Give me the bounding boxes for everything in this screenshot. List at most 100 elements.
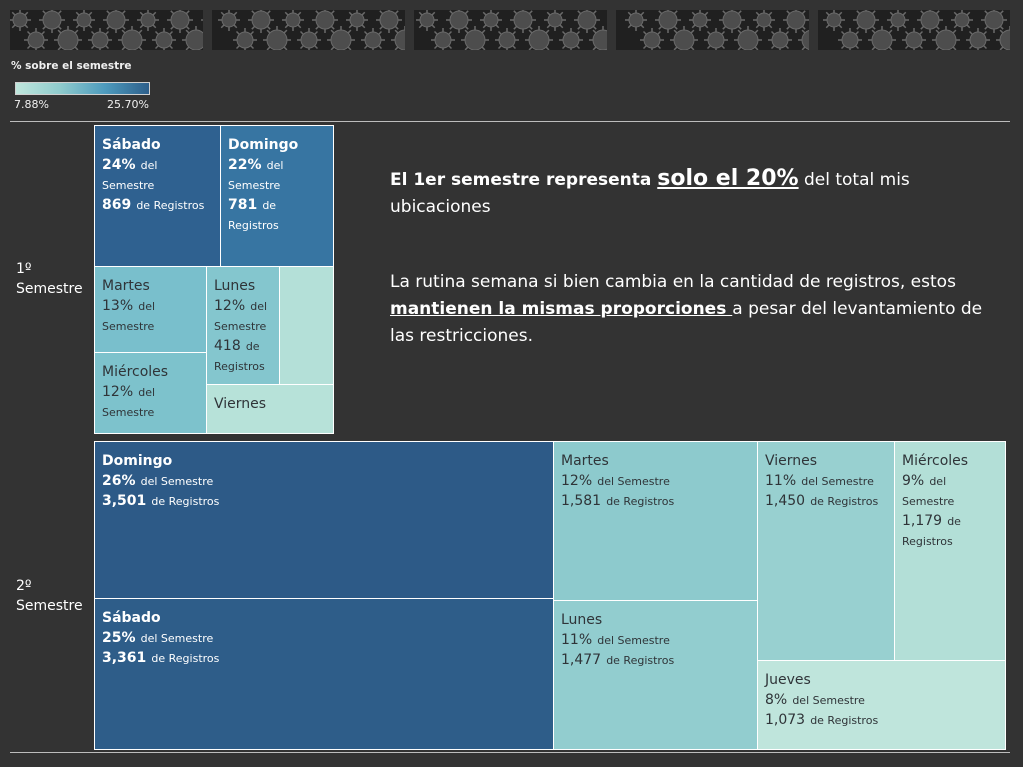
banner-image-4 — [616, 10, 809, 50]
virus-icon — [233, 28, 257, 50]
tile-pct-label: 8% — [765, 692, 788, 708]
virus-pattern-icon — [416, 10, 607, 50]
virus-icon — [263, 26, 291, 50]
row-label-semester-2: 2º Semestre — [16, 576, 83, 616]
tile-count-label: 1,179 — [902, 513, 943, 529]
tile-s1-sabado[interactable]: Sábado 24% del Semestre 869 de Registros — [94, 125, 221, 267]
virus-icon — [868, 26, 896, 50]
virus-pattern-icon — [625, 10, 809, 50]
tile-count-text: de Registros — [810, 495, 879, 508]
virus-icon — [416, 10, 438, 31]
tile-s1-viernes[interactable]: Viernes — [206, 384, 334, 434]
tile-pct-label: 24% — [102, 157, 136, 173]
virus-icon — [248, 10, 274, 33]
tile-count-label: 418 — [214, 338, 241, 354]
virus-icon — [103, 10, 129, 33]
tile-s2-miercoles[interactable]: Miércoles 9% del Semestre 1,179 de Regis… — [894, 441, 1006, 661]
tile-count-label: 781 — [228, 197, 258, 213]
tile-pct-text: del Semestre — [140, 475, 214, 488]
tile-count-label: 869 — [102, 197, 132, 213]
virus-icon — [689, 10, 711, 31]
virus-icon — [391, 26, 405, 50]
virus-icon — [981, 10, 1007, 33]
tile-s2-lunes[interactable]: Lunes 11% del Semestre 1,477 de Registro… — [553, 600, 758, 750]
legend-max-label: 25.70% — [107, 98, 149, 111]
virus-icon — [853, 10, 879, 33]
tile-pct-label: 11% — [561, 632, 593, 648]
virus-icon — [996, 26, 1010, 50]
row-label-semester-1: 1º Semestre — [16, 259, 83, 299]
virus-icon — [218, 10, 240, 31]
tile-day-label: Miércoles — [902, 453, 969, 469]
tile-count-text: de Registros — [214, 340, 265, 373]
virus-icon — [887, 10, 909, 31]
virus-icon — [297, 28, 321, 50]
divider-bottom — [10, 752, 1010, 753]
tile-count-text: de Registros — [606, 495, 675, 508]
virus-icon — [951, 10, 973, 31]
virus-icon — [446, 10, 472, 33]
virus-pattern-icon — [823, 10, 1010, 50]
virus-icon — [838, 28, 862, 50]
virus-icon — [201, 19, 203, 21]
tile-count-text: de Registros — [902, 515, 961, 548]
virus-icon — [167, 10, 193, 33]
tile-pct-text: del Semestre — [597, 475, 670, 488]
virus-icon — [137, 10, 159, 31]
virus-icon — [10, 10, 31, 31]
tile-pct-label: 26% — [102, 473, 136, 489]
tile-s2-viernes[interactable]: Viernes 11% del Semestre 1,450 de Regist… — [757, 441, 895, 661]
virus-icon — [54, 26, 82, 50]
virus-icon — [480, 10, 502, 31]
narrative-2-start: La rutina semana si bien cambia en la ca… — [390, 272, 956, 292]
virus-icon — [431, 28, 455, 50]
virus-icon — [783, 10, 809, 33]
narrative-2-end: a pesar del levantamiento de las restric… — [390, 299, 983, 346]
divider-top — [10, 121, 1010, 122]
virus-icon — [88, 28, 112, 50]
narrative-paragraph-1: El 1er semestre representa solo el 20% d… — [390, 165, 990, 221]
row-label-semester-1-line1: 1º — [16, 261, 32, 277]
tile-s2-martes[interactable]: Martes 12% del Semestre 1,581 de Registr… — [553, 441, 758, 601]
virus-icon — [525, 26, 553, 50]
tile-pct-text: del Semestre — [801, 475, 874, 488]
tile-count-label: 1,073 — [765, 712, 806, 728]
tile-pct-label: 13% — [102, 298, 134, 314]
virus-icon — [461, 26, 489, 50]
virus-icon — [544, 10, 566, 31]
tile-count-text: de Registros — [228, 199, 279, 232]
tile-s1-miercoles[interactable]: Miércoles 12% del Semestre — [94, 352, 207, 434]
virus-icon — [118, 26, 146, 50]
virus-icon — [625, 10, 647, 31]
virus-pattern-icon — [10, 10, 203, 50]
virus-icon — [495, 28, 519, 50]
tile-s1-unlabeled[interactable] — [279, 266, 334, 385]
tile-pct-text: del Semestre — [597, 634, 670, 647]
tile-s1-martes[interactable]: Martes 13% del Semestre — [94, 266, 207, 353]
virus-icon — [932, 26, 960, 50]
tile-s1-domingo[interactable]: Domingo 22% del Semestre 781 de Registro… — [220, 125, 334, 267]
virus-icon — [719, 10, 745, 33]
tile-s2-sabado[interactable]: Sábado 25% del Semestre 3,361 de Registr… — [94, 598, 554, 750]
tile-s1-lunes[interactable]: Lunes 12% del Semestre 418 de Registros — [206, 266, 280, 385]
tile-count-text: de Registros — [606, 654, 675, 667]
virus-icon — [510, 10, 536, 33]
tile-s2-jueves[interactable]: Jueves 8% del Semestre 1,073 de Registro… — [757, 660, 1006, 750]
tile-day-label: Martes — [561, 453, 609, 469]
narrative-1-highlight: solo el 20% — [657, 166, 799, 191]
virus-icon — [327, 26, 355, 50]
narrative-paragraph-2: La rutina semana si bien cambia en la ca… — [390, 269, 990, 350]
virus-icon — [734, 26, 762, 50]
tile-pct-label: 9% — [902, 473, 925, 489]
virus-icon — [589, 26, 607, 50]
legend-min-label: 7.88% — [14, 98, 49, 111]
tile-s2-domingo[interactable]: Domingo 26% del Semestre 3,501 de Regist… — [94, 441, 554, 599]
tile-pct-label: 11% — [765, 473, 797, 489]
virus-icon — [917, 10, 943, 33]
legend-color-ramp — [15, 82, 150, 95]
tile-count-label: 3,361 — [102, 650, 147, 666]
tile-count-label: 1,581 — [561, 493, 602, 509]
banner-image-2 — [212, 10, 405, 50]
tile-day-label: Martes — [102, 278, 150, 294]
virus-icon — [670, 26, 698, 50]
